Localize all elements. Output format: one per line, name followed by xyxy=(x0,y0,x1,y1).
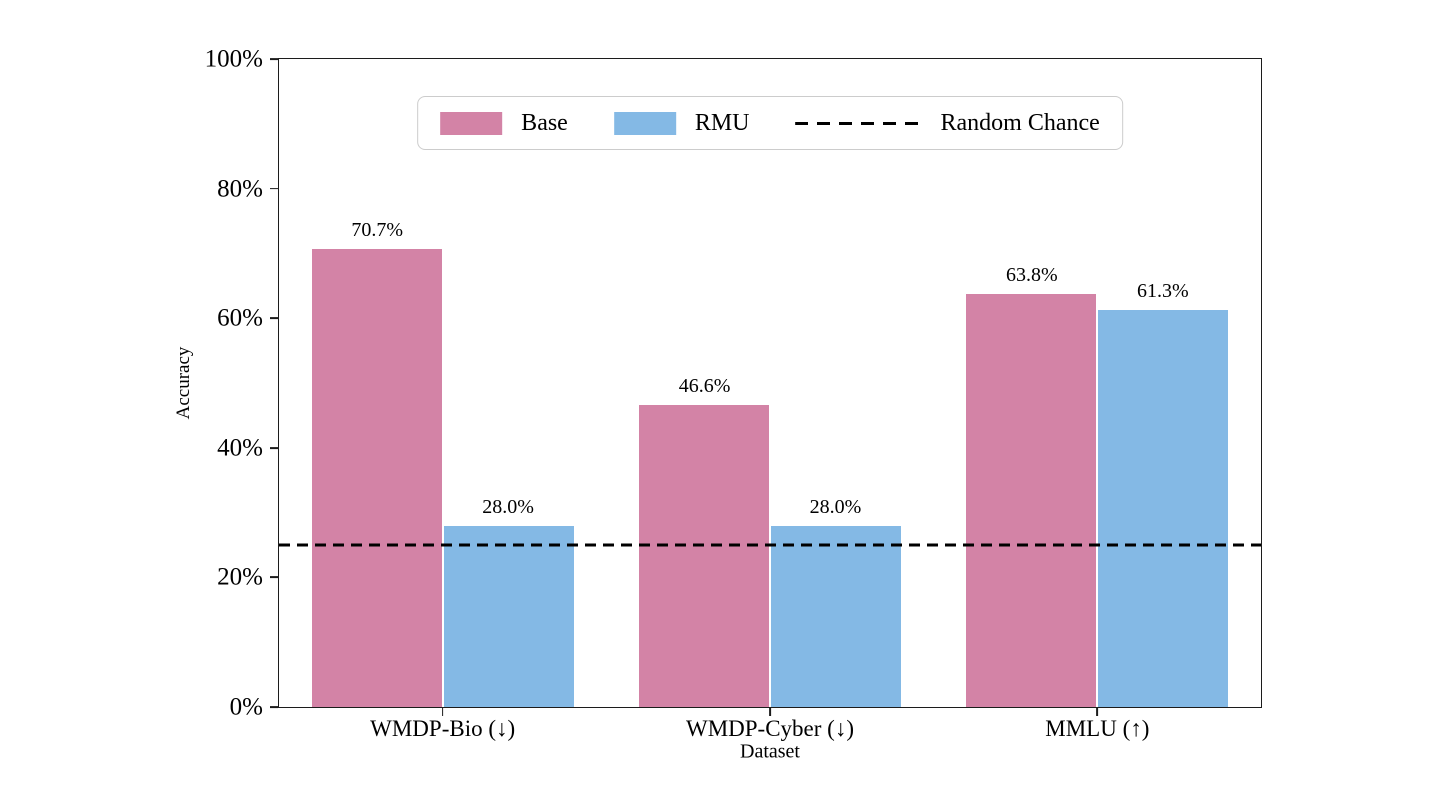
rmu-swatch-icon xyxy=(613,111,676,135)
bar-value-label-rmu-wmdp-bio: 28.0% xyxy=(482,495,534,518)
random-chance-line xyxy=(279,543,1261,547)
bar-base-wmdp-cyber xyxy=(639,405,769,707)
legend-label-random-chance: Random Chance xyxy=(940,110,1100,136)
x-axis-title: Dataset xyxy=(740,740,800,763)
y-axis-tick-mark xyxy=(270,58,278,60)
bar-rmu-wmdp-cyber xyxy=(771,525,901,707)
y-axis-tick-label: 100% xyxy=(204,45,263,73)
bar-value-label-rmu-wmdp-cyber: 28.0% xyxy=(809,495,862,518)
legend-label-base: Base xyxy=(521,110,568,136)
x-axis-tick-mark xyxy=(441,708,444,716)
bar-value-label-base-wmdp-bio: 70.7% xyxy=(351,218,404,241)
legend-item-rmu: RMU xyxy=(613,110,750,136)
y-axis-tick-mark xyxy=(270,187,278,190)
y-axis-title: Accuracy xyxy=(173,346,194,420)
plot-area: Base RMU Random Chance 0% 20% 40% 60% 80% 100… xyxy=(205,47,1262,740)
y-axis-tick-label: 20% xyxy=(217,563,263,591)
y-axis-tick-label: 40% xyxy=(217,434,263,462)
y-axis-tick-mark xyxy=(270,576,278,579)
x-axis-tick-mark xyxy=(769,708,771,716)
legend: Base RMU Random Chance xyxy=(417,96,1123,150)
legend-label-rmu: RMU xyxy=(694,110,750,136)
x-axis-tick-mark xyxy=(1096,708,1099,716)
x-axis-tick-label-wmdp-bio: WMDP-Bio (↓) xyxy=(370,716,516,741)
y-axis-tick-label: 60% xyxy=(217,304,263,332)
y-axis-tick-mark xyxy=(270,317,278,320)
bar-base-wmdp-bio xyxy=(311,248,442,707)
bar-base-mmlu xyxy=(966,293,1097,707)
x-axis-tick-label-wmdp-cyber: WMDP-Cyber (↓) xyxy=(686,716,854,741)
dashed-line-icon xyxy=(795,121,922,125)
y-axis-tick-label: 0% xyxy=(229,693,263,721)
x-axis-tick-label-mmlu: MMLU (↑) xyxy=(1045,716,1150,741)
y-axis-tick-mark xyxy=(270,706,278,708)
y-axis-tick-mark xyxy=(270,446,278,449)
bar-value-label-rmu-mmlu: 61.3% xyxy=(1136,279,1189,302)
bar-value-label-base-mmlu: 63.8% xyxy=(1006,263,1058,286)
legend-item-base: Base xyxy=(440,111,568,135)
legend-item-random-chance: Random Chance xyxy=(795,110,1100,136)
y-axis-tick-label: 80% xyxy=(217,175,263,203)
bar-rmu-wmdp-bio xyxy=(443,525,574,707)
bar-value-label-base-wmdp-cyber: 46.6% xyxy=(678,375,731,398)
base-swatch-icon xyxy=(440,111,503,135)
bar-rmu-mmlu xyxy=(1098,309,1229,707)
